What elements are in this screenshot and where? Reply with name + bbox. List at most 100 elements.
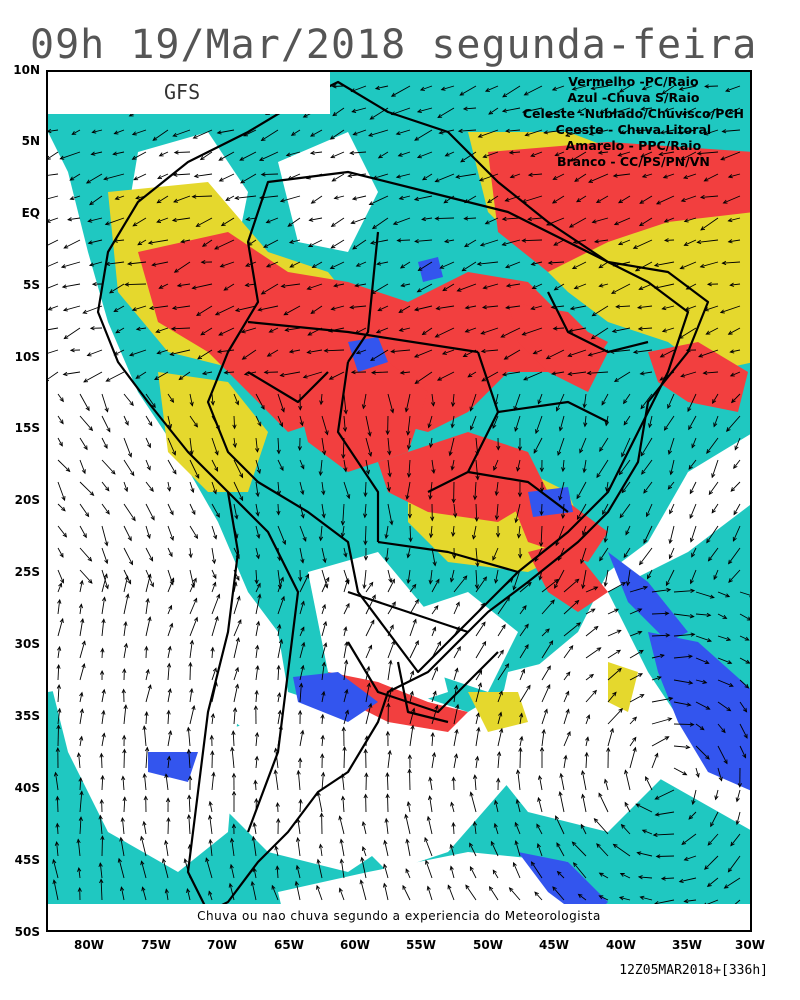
wind-arrow-head	[88, 579, 93, 584]
wind-arrow-shaft	[602, 503, 609, 515]
wind-arrow-head	[610, 110, 616, 115]
wind-arrow-head	[344, 659, 349, 665]
wind-arrow-head	[310, 309, 316, 314]
wind-arrow-shaft	[707, 833, 719, 846]
wind-arrow-head	[330, 244, 336, 249]
wind-arrow-head	[537, 796, 542, 802]
wind-arrow-head	[367, 431, 372, 437]
wind-arrow-head	[727, 217, 733, 223]
wind-arrow-head	[127, 579, 132, 585]
wind-arrow-head	[431, 469, 436, 475]
wind-arrow-shaft	[387, 625, 394, 637]
wind-arrow-shaft	[371, 283, 389, 294]
wind-arrow-shaft	[576, 195, 587, 203]
wind-arrow-head	[119, 886, 125, 892]
wind-arrow-head	[250, 880, 255, 886]
wind-arrow-head	[603, 581, 608, 588]
wind-arrow-shaft	[640, 393, 653, 409]
wind-arrow-head	[472, 820, 478, 826]
wind-arrow-shaft	[506, 305, 521, 309]
wind-arrow-head	[463, 216, 469, 221]
wind-arrow-shaft	[638, 327, 653, 330]
wind-arrow-head	[252, 821, 257, 827]
wind-arrow-head	[329, 265, 335, 269]
wind-arrow-shaft	[277, 639, 283, 659]
wind-arrow-shaft	[605, 415, 609, 426]
wind-arrow-shaft	[386, 772, 389, 791]
wind-arrow-shaft	[350, 151, 367, 154]
wind-arrow-head	[200, 259, 206, 265]
wind-arrow-head	[703, 131, 709, 136]
wind-arrow-shaft	[641, 459, 653, 475]
wind-arrow-head	[113, 351, 119, 356]
wind-arrow-shaft	[211, 459, 219, 472]
wind-arrow-head	[396, 238, 402, 243]
wind-arrow-shaft	[706, 437, 719, 454]
wind-arrow-head	[143, 795, 148, 801]
wind-arrow-head	[582, 468, 587, 474]
wind-arrow-head	[114, 195, 120, 200]
wind-arrow-shaft	[194, 173, 213, 177]
wind-arrow-head	[661, 328, 667, 333]
wind-arrow-shaft	[528, 217, 543, 220]
wind-arrow-head	[218, 156, 224, 161]
wind-arrow-shaft	[189, 415, 198, 428]
wind-arrow-shaft	[457, 283, 477, 292]
wind-arrow-shaft	[348, 173, 367, 177]
wind-arrow-head	[596, 843, 601, 848]
wind-arrow-head	[399, 370, 405, 375]
wind-arrow-head	[400, 283, 406, 288]
wind-arrow-head	[290, 131, 296, 136]
wind-arrow-shaft	[365, 459, 370, 474]
wind-arrow-shaft	[321, 503, 325, 518]
wind-arrow-shaft	[189, 393, 193, 406]
wind-arrow-head	[148, 421, 153, 427]
wind-arrow-shaft	[679, 327, 697, 339]
wind-arrow-shaft	[474, 481, 477, 500]
wind-arrow-shaft	[255, 756, 258, 769]
wind-arrow-head	[243, 132, 248, 137]
wind-arrow-shaft	[568, 371, 587, 375]
wind-arrow-shaft	[352, 239, 367, 250]
wind-arrow-head	[137, 241, 143, 246]
wind-arrow-shaft	[123, 547, 133, 565]
wind-arrow-shaft	[728, 547, 741, 564]
wind-arrow-head	[435, 578, 440, 584]
wind-arrow-head	[122, 796, 127, 802]
wind-arrow-head	[228, 882, 233, 888]
wind-arrow-head	[450, 465, 455, 471]
wind-arrow-shaft	[231, 747, 235, 769]
wind-arrow-shaft	[240, 173, 257, 184]
wind-arrow-shaft	[143, 773, 147, 791]
wind-arrow-head	[276, 490, 282, 496]
wind-arrow-shaft	[541, 599, 555, 615]
wind-arrow-head	[370, 619, 375, 625]
wind-arrow-head	[479, 242, 485, 247]
wind-arrow-shaft	[259, 151, 279, 161]
wind-arrow-shaft	[607, 708, 623, 725]
wind-arrow-head	[639, 371, 645, 376]
wind-arrow-head	[726, 636, 732, 641]
wind-arrow-shaft	[585, 586, 598, 593]
wind-arrow-head	[416, 288, 422, 293]
wind-arrow-head	[653, 262, 659, 268]
wind-arrow-head	[582, 403, 587, 409]
wind-arrow-head	[621, 582, 627, 587]
wind-arrow-head	[59, 155, 65, 160]
wind-arrow-head	[460, 158, 466, 163]
wind-arrow-head	[663, 238, 669, 243]
wind-arrow-shaft	[319, 459, 323, 476]
wind-arrow-head	[612, 173, 618, 178]
wind-arrow-shaft	[172, 305, 191, 309]
wind-arrow-head	[115, 329, 121, 334]
wind-arrow-shaft	[219, 173, 235, 182]
wind-arrow-shaft	[692, 789, 697, 805]
wind-arrow-shaft	[453, 729, 458, 747]
wind-arrow-head	[113, 130, 119, 135]
wind-arrow-shaft	[514, 415, 521, 432]
wind-arrow-head	[85, 179, 91, 184]
wind-arrow-shaft	[497, 663, 509, 681]
wind-arrow-head	[208, 800, 213, 806]
wind-arrow-shaft	[552, 85, 565, 91]
wind-arrow-head	[156, 199, 162, 204]
